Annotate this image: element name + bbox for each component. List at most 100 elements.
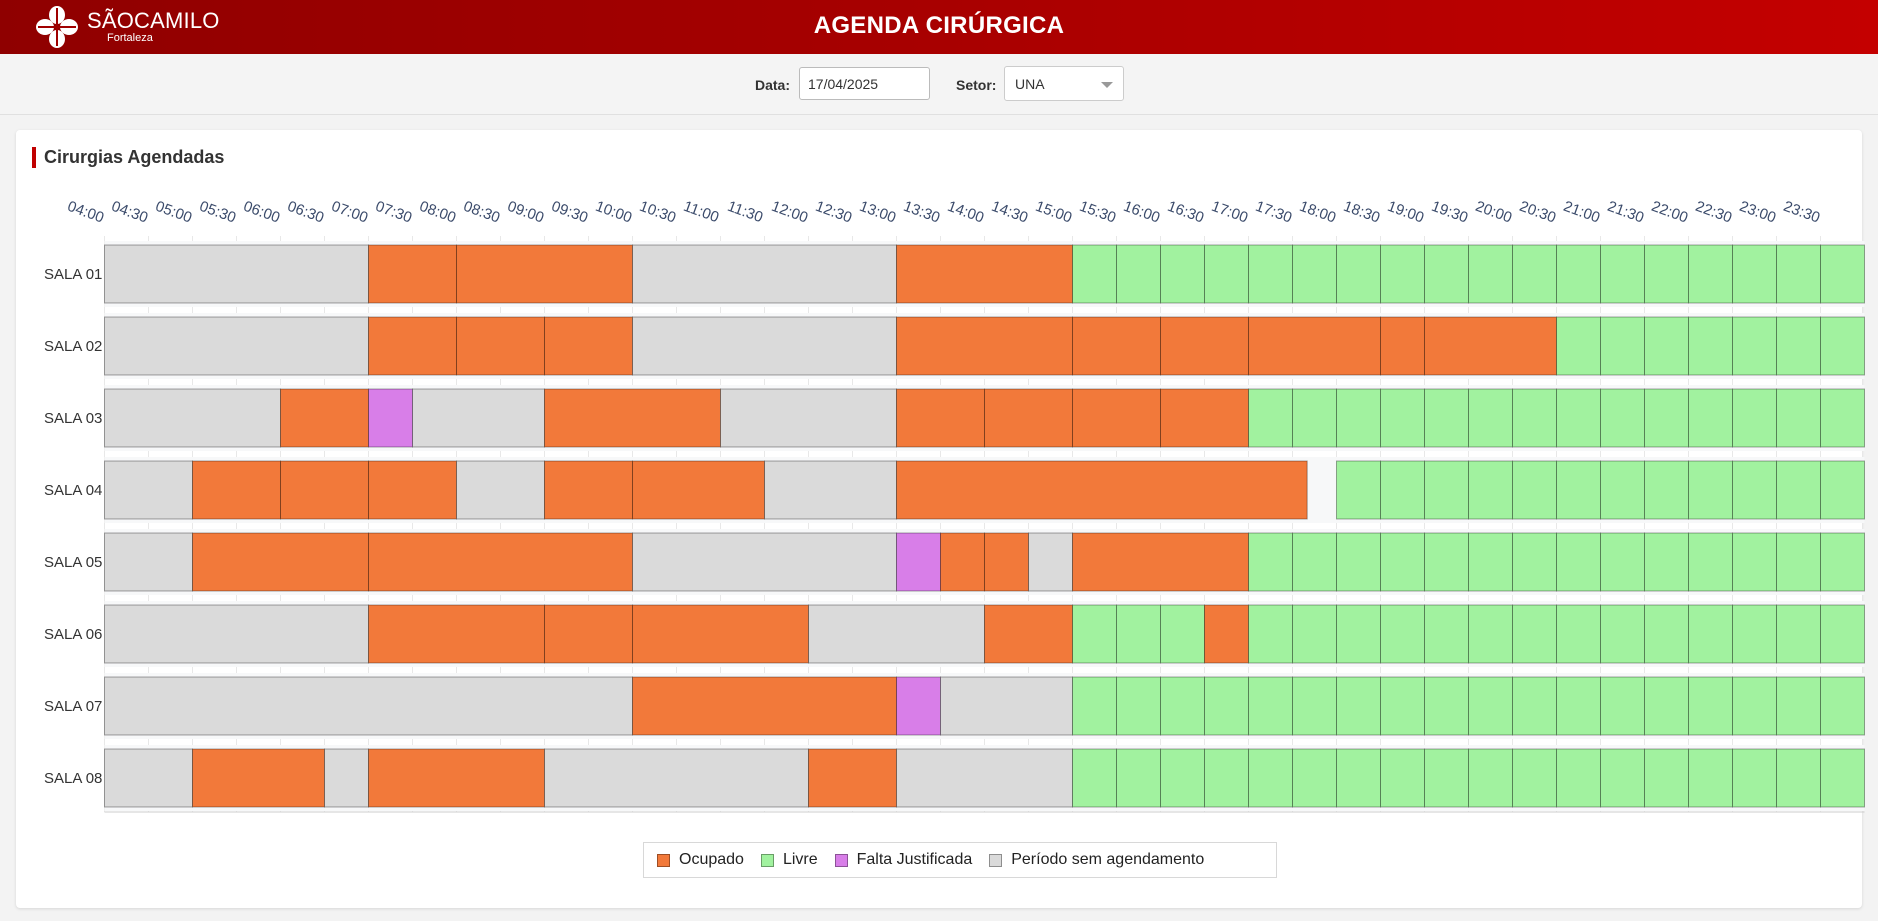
schedule-block-sem[interactable] bbox=[456, 460, 545, 520]
schedule-block-ocupado[interactable] bbox=[984, 388, 1073, 448]
schedule-block-livre[interactable] bbox=[1776, 532, 1821, 592]
schedule-block-livre[interactable] bbox=[1160, 748, 1205, 808]
schedule-block-livre[interactable] bbox=[1248, 604, 1293, 664]
schedule-block-livre[interactable] bbox=[1336, 244, 1381, 304]
schedule-block-sem[interactable] bbox=[1028, 532, 1073, 592]
schedule-block-livre[interactable] bbox=[1688, 604, 1733, 664]
schedule-block-livre[interactable] bbox=[1644, 532, 1689, 592]
schedule-block-sem[interactable] bbox=[104, 676, 633, 736]
schedule-block-ocupado[interactable] bbox=[368, 532, 633, 592]
schedule-block-livre[interactable] bbox=[1776, 388, 1821, 448]
schedule-block-livre[interactable] bbox=[1336, 460, 1381, 520]
schedule-block-livre[interactable] bbox=[1600, 388, 1645, 448]
schedule-block-livre[interactable] bbox=[1644, 604, 1689, 664]
schedule-block-livre[interactable] bbox=[1380, 676, 1425, 736]
schedule-block-livre[interactable] bbox=[1336, 388, 1381, 448]
schedule-block-sem[interactable] bbox=[764, 460, 897, 520]
schedule-block-livre[interactable] bbox=[1732, 316, 1777, 376]
schedule-block-sem[interactable] bbox=[104, 316, 369, 376]
schedule-block-ocupado[interactable] bbox=[896, 460, 1308, 520]
schedule-block-livre[interactable] bbox=[1160, 676, 1205, 736]
schedule-block-falta[interactable] bbox=[896, 532, 941, 592]
schedule-block-sem[interactable] bbox=[104, 604, 369, 664]
sector-select[interactable]: UNA bbox=[1004, 66, 1124, 101]
schedule-block-ocupado[interactable] bbox=[632, 604, 809, 664]
schedule-block-ocupado[interactable] bbox=[1072, 388, 1161, 448]
schedule-block-livre[interactable] bbox=[1248, 748, 1293, 808]
schedule-block-livre[interactable] bbox=[1160, 604, 1205, 664]
schedule-block-livre[interactable] bbox=[1424, 244, 1469, 304]
schedule-block-sem[interactable] bbox=[104, 748, 193, 808]
schedule-block-sem[interactable] bbox=[104, 532, 193, 592]
schedule-block-livre[interactable] bbox=[1424, 676, 1469, 736]
schedule-block-livre[interactable] bbox=[1600, 676, 1645, 736]
schedule-block-livre[interactable] bbox=[1072, 604, 1117, 664]
schedule-block-livre[interactable] bbox=[1644, 748, 1689, 808]
schedule-block-livre[interactable] bbox=[1336, 532, 1381, 592]
schedule-block-livre[interactable] bbox=[1688, 460, 1733, 520]
schedule-block-sem[interactable] bbox=[808, 604, 985, 664]
schedule-block-livre[interactable] bbox=[1556, 604, 1601, 664]
schedule-block-livre[interactable] bbox=[1556, 460, 1601, 520]
schedule-block-livre[interactable] bbox=[1820, 748, 1865, 808]
schedule-block-sem[interactable] bbox=[324, 748, 369, 808]
schedule-block-livre[interactable] bbox=[1204, 244, 1249, 304]
legend-item-livre[interactable]: Livre bbox=[760, 851, 818, 869]
schedule-block-livre[interactable] bbox=[1776, 460, 1821, 520]
schedule-block-livre[interactable] bbox=[1644, 676, 1689, 736]
legend-item-falta[interactable]: Falta Justificada bbox=[834, 851, 972, 869]
schedule-block-livre[interactable] bbox=[1820, 532, 1865, 592]
schedule-block-livre[interactable] bbox=[1820, 316, 1865, 376]
schedule-block-livre[interactable] bbox=[1600, 748, 1645, 808]
schedule-block-livre[interactable] bbox=[1820, 460, 1865, 520]
schedule-block-sem[interactable] bbox=[104, 244, 369, 304]
schedule-block-livre[interactable] bbox=[1732, 388, 1777, 448]
schedule-block-sem[interactable] bbox=[896, 748, 1073, 808]
schedule-block-ocupado[interactable] bbox=[368, 604, 545, 664]
legend-item-ocupado[interactable]: Ocupado bbox=[657, 851, 744, 869]
schedule-block-sem[interactable] bbox=[940, 676, 1073, 736]
schedule-block-livre[interactable] bbox=[1820, 604, 1865, 664]
date-input[interactable] bbox=[799, 67, 930, 100]
schedule-block-ocupado[interactable] bbox=[896, 388, 985, 448]
schedule-block-ocupado[interactable] bbox=[544, 604, 633, 664]
schedule-block-livre[interactable] bbox=[1468, 388, 1513, 448]
schedule-block-ocupado[interactable] bbox=[544, 388, 721, 448]
schedule-block-sem[interactable] bbox=[632, 316, 897, 376]
schedule-block-ocupado[interactable] bbox=[808, 748, 897, 808]
schedule-block-livre[interactable] bbox=[1776, 604, 1821, 664]
schedule-block-ocupado[interactable] bbox=[1072, 532, 1249, 592]
schedule-block-falta[interactable] bbox=[368, 388, 413, 448]
schedule-block-ocupado[interactable] bbox=[280, 460, 369, 520]
schedule-block-livre[interactable] bbox=[1556, 532, 1601, 592]
schedule-block-livre[interactable] bbox=[1600, 604, 1645, 664]
schedule-block-livre[interactable] bbox=[1556, 388, 1601, 448]
legend-item-sem[interactable]: Período sem agendamento bbox=[989, 851, 1204, 869]
schedule-block-livre[interactable] bbox=[1336, 676, 1381, 736]
schedule-block-ocupado[interactable] bbox=[280, 388, 369, 448]
schedule-block-livre[interactable] bbox=[1600, 460, 1645, 520]
schedule-block-livre[interactable] bbox=[1512, 604, 1557, 664]
schedule-block-livre[interactable] bbox=[1732, 460, 1777, 520]
schedule-block-livre[interactable] bbox=[1468, 748, 1513, 808]
schedule-block-ocupado[interactable] bbox=[368, 460, 457, 520]
schedule-block-livre[interactable] bbox=[1820, 388, 1865, 448]
schedule-block-livre[interactable] bbox=[1336, 748, 1381, 808]
schedule-block-livre[interactable] bbox=[1776, 748, 1821, 808]
schedule-block-livre[interactable] bbox=[1248, 532, 1293, 592]
schedule-block-livre[interactable] bbox=[1600, 244, 1645, 304]
schedule-block-ocupado[interactable] bbox=[544, 316, 633, 376]
schedule-block-livre[interactable] bbox=[1072, 676, 1117, 736]
schedule-block-ocupado[interactable] bbox=[896, 316, 1073, 376]
schedule-block-sem[interactable] bbox=[104, 460, 193, 520]
schedule-block-livre[interactable] bbox=[1732, 244, 1777, 304]
schedule-block-livre[interactable] bbox=[1248, 676, 1293, 736]
schedule-block-ocupado[interactable] bbox=[1248, 316, 1381, 376]
schedule-block-livre[interactable] bbox=[1248, 244, 1293, 304]
schedule-block-livre[interactable] bbox=[1116, 676, 1161, 736]
schedule-block-livre[interactable] bbox=[1688, 316, 1733, 376]
schedule-block-livre[interactable] bbox=[1556, 748, 1601, 808]
schedule-block-livre[interactable] bbox=[1468, 532, 1513, 592]
schedule-block-livre[interactable] bbox=[1380, 532, 1425, 592]
schedule-block-livre[interactable] bbox=[1292, 676, 1337, 736]
